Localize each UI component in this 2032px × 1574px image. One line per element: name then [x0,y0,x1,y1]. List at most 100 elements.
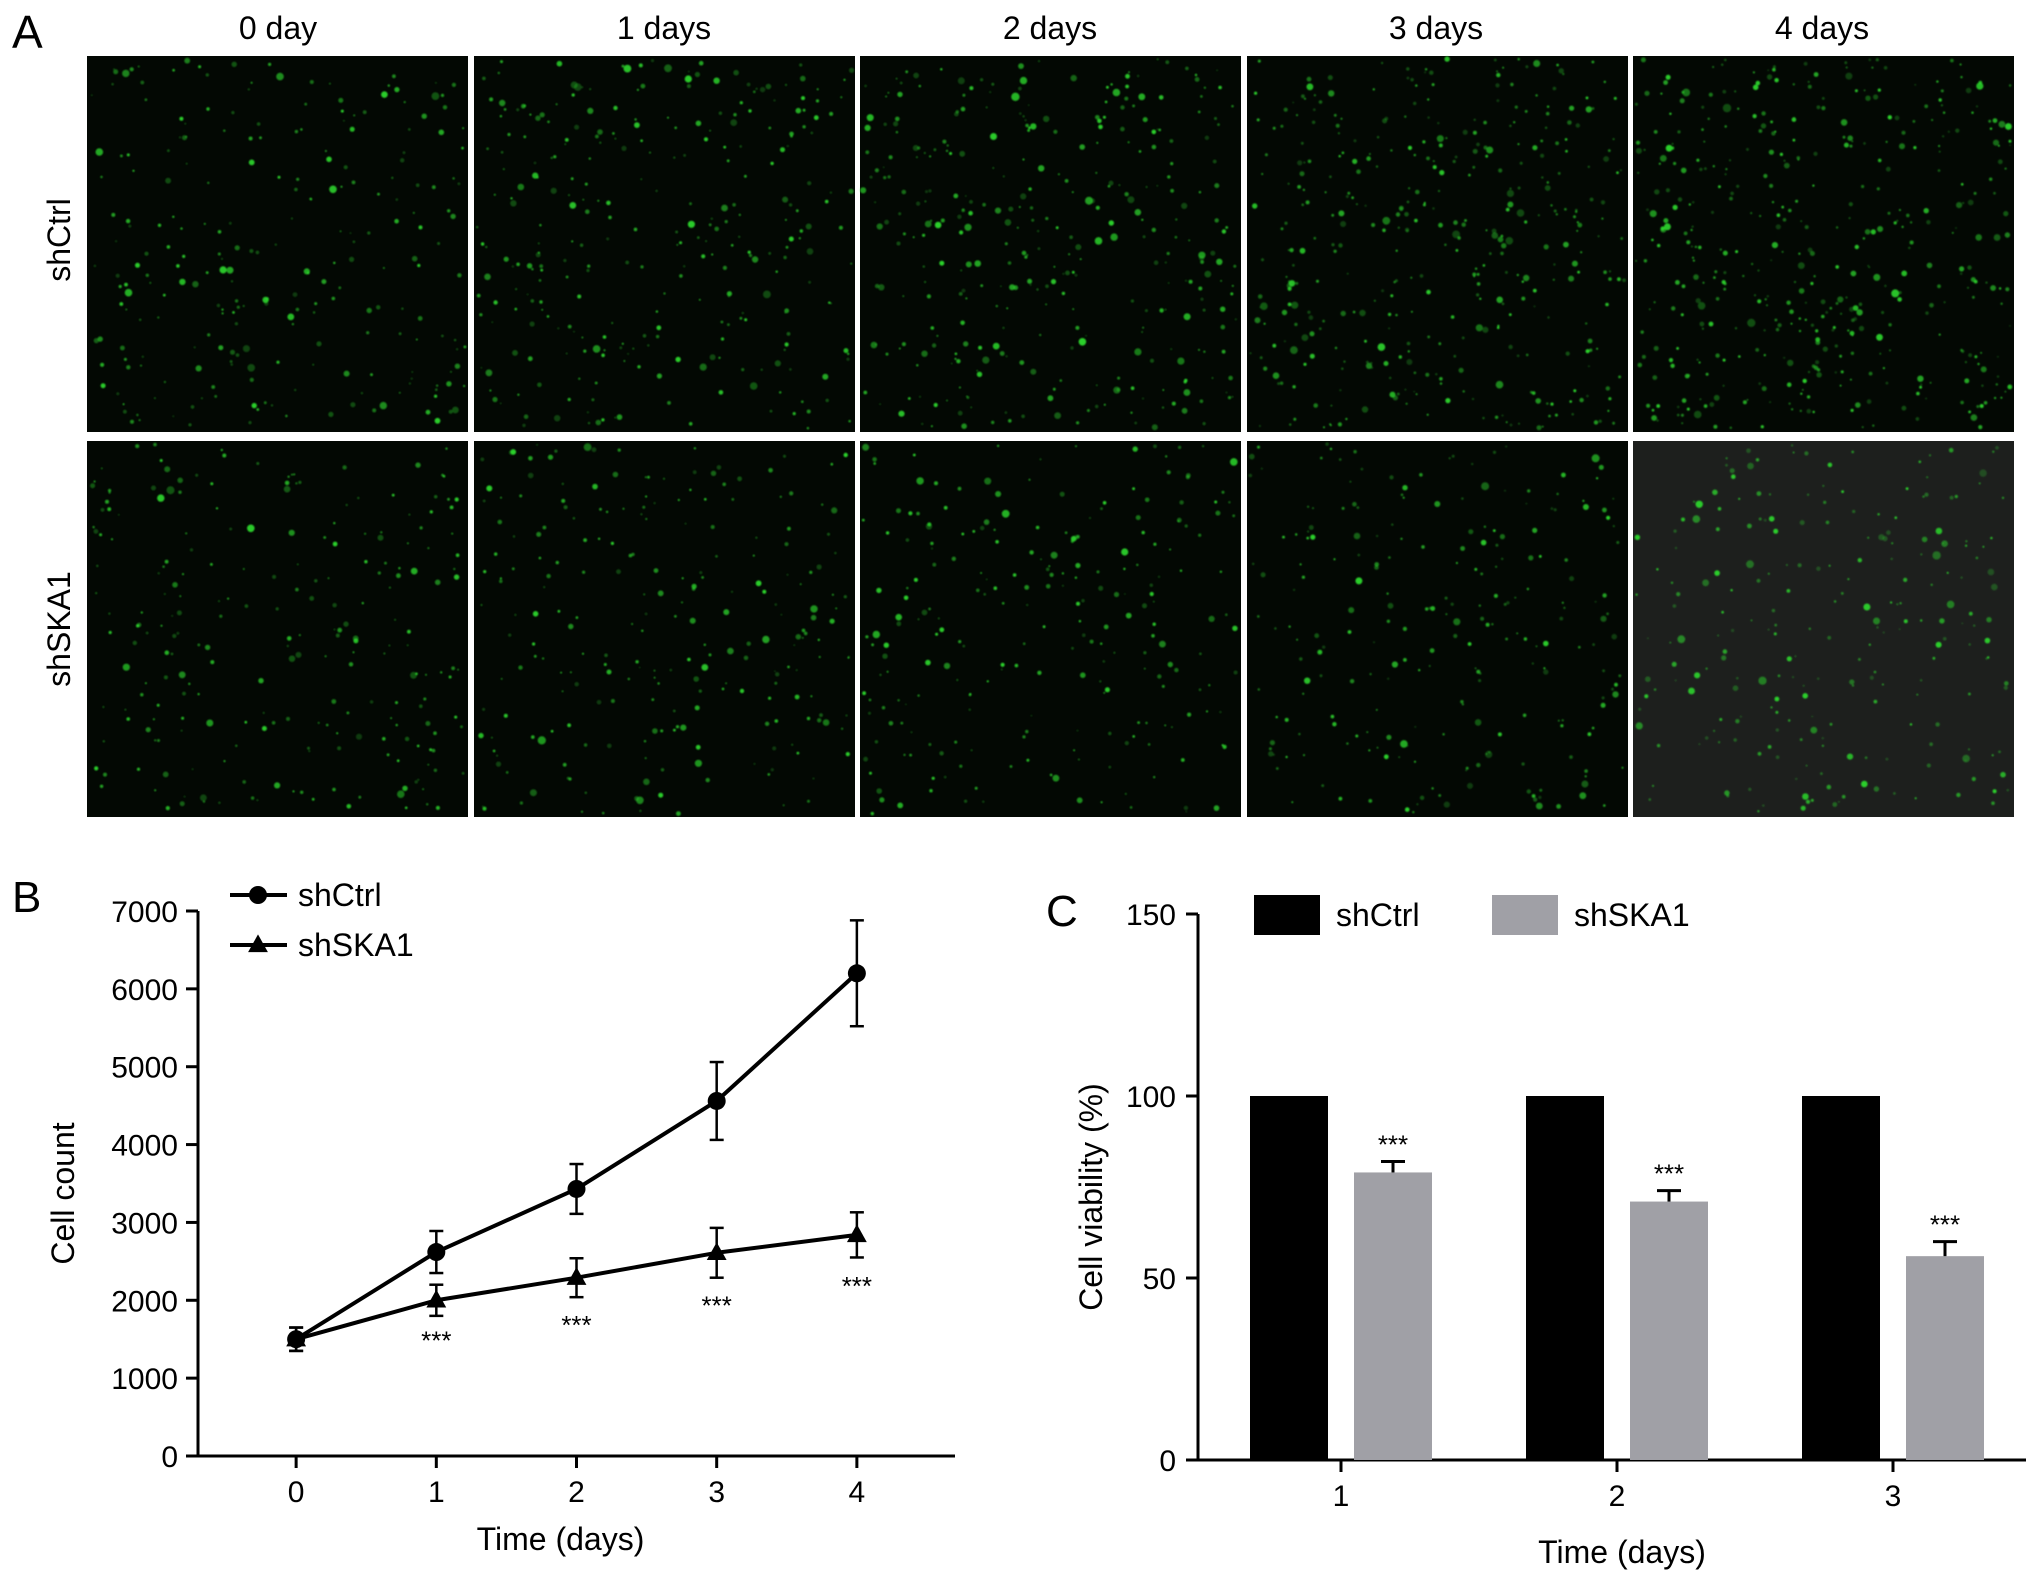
cell-dot [102,740,105,743]
cell-dot [910,731,913,734]
cell-dot [1729,426,1733,429]
cell-dot [1991,754,1994,757]
cell-dot [1147,743,1151,746]
cell-dot [1280,227,1284,231]
cell-dot [335,633,340,638]
cell-dot [1505,445,1508,448]
cell-dot [1985,657,1988,660]
cell-dot [1603,156,1609,162]
cell-dot [1535,645,1538,648]
cell-dot [250,81,253,84]
cell-dot [1738,355,1741,358]
cell-dot [681,601,683,604]
cell-dot [1637,362,1643,368]
cell-dot [1234,318,1237,321]
cell-dot [1767,572,1770,575]
cell-dot [1136,563,1139,567]
cell-dot [219,614,223,618]
cell-dot [929,789,933,793]
cell-dot [1879,352,1882,355]
cell-dot [1565,351,1570,356]
cell-dot [1602,669,1605,673]
cell-dot [450,213,456,220]
cell-dot [1153,444,1157,449]
cell-dot [429,748,432,752]
cell-dot [1805,764,1808,767]
cell-dot [1144,497,1150,503]
cell-dot [616,569,621,575]
cell-dot [176,631,180,635]
cell-dot [1734,90,1737,93]
cell-dot [878,284,885,291]
cell-dot [664,64,672,73]
cell-dot [555,103,558,106]
cell-dot [651,698,655,701]
cell-dot [1439,377,1443,381]
cell-dot [1129,806,1133,809]
cell-dot [1508,313,1512,316]
cell-dot [1947,130,1950,133]
cell-dot [1964,361,1967,364]
cell-dot [351,180,356,185]
cell-dot [100,362,105,367]
cell-dot [793,644,796,646]
cell-dot [768,252,772,255]
significance-label: *** [561,1310,591,1340]
cell-dot [1565,149,1568,153]
cell-dot [667,401,671,405]
cell-dot [621,64,625,68]
cell-dot [538,279,542,282]
cell-dot [532,611,539,617]
cell-dot [1766,295,1769,298]
y-tick-label: 50 [1143,1263,1176,1296]
cell-dot [1882,683,1884,686]
cell-dot [1679,98,1685,104]
cell-dot [1806,395,1811,399]
cell-dot [1428,665,1431,667]
cell-dot [262,711,265,714]
cell-dot [1719,248,1723,251]
cell-dot [1004,242,1008,246]
cell-dot [1920,619,1923,622]
cell-dot [1703,404,1708,408]
cell-dot [537,242,540,245]
cell-dot [2005,287,2010,292]
cell-dot [1899,143,1905,150]
cell-dot [1729,468,1735,474]
cell-dot [214,395,218,398]
cell-dot [674,615,677,618]
cell-dot [1691,245,1693,248]
cell-dot [1391,661,1398,668]
cell-dot [1834,371,1838,374]
cell-dot [850,262,853,265]
cell-dot [926,294,932,299]
cell-dot [124,708,127,711]
cell-dot [1847,329,1850,332]
cell-dot [601,353,605,358]
cell-dot [1501,414,1504,417]
cell-dot [1752,71,1755,74]
cell-dot [1619,169,1622,172]
cell-dot [1387,312,1392,317]
cell-dot [958,640,962,644]
cell-dot [1696,158,1700,162]
cell-dot [958,386,961,389]
cell-dot [1030,368,1037,375]
cell-dot [1482,326,1489,333]
cell-dot [1460,546,1465,551]
cell-dots [90,442,465,811]
cell-dot [1533,797,1538,802]
cell-dot [1543,669,1549,675]
cell-dot [1293,588,1296,592]
cell-dot [1127,196,1135,204]
cell-dot [1413,390,1416,393]
cell-dot [1717,634,1719,637]
micrograph-tile [1633,56,2014,432]
cell-dot [701,254,706,259]
cell-dot [397,790,405,798]
cell-dot [349,126,355,132]
cell-dot [404,736,410,742]
cell-dot [235,353,240,357]
cell-dot [1259,425,1261,427]
cell-dot [1341,151,1345,155]
